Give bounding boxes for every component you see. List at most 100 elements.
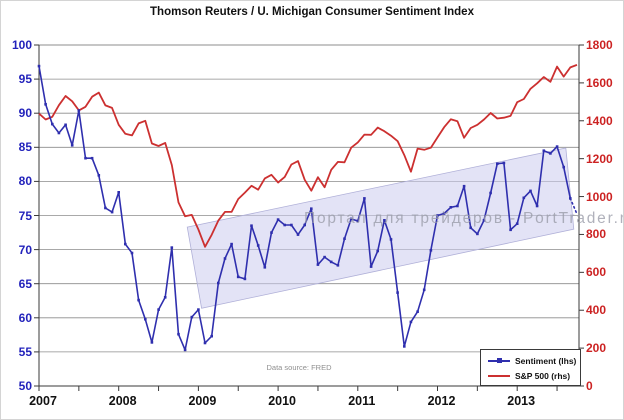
sentiment-marker <box>117 191 120 194</box>
sentiment-marker <box>276 218 280 221</box>
sentiment-marker <box>562 165 565 169</box>
sentiment-marker <box>509 228 512 232</box>
left-axis-tick-label: 55 <box>18 344 32 359</box>
sentiment-marker <box>489 191 492 195</box>
sentiment-line-dashed-tail <box>569 197 578 215</box>
right-axis-tick-label: 1600 <box>586 75 613 90</box>
sentiment-marker <box>349 217 353 221</box>
sentiment-marker <box>250 224 253 227</box>
sentiment-marker <box>163 296 167 299</box>
sentiment-marker <box>542 149 546 152</box>
right-axis-tick-label: 600 <box>586 265 607 280</box>
watermark: Портал для трейдеров - PortTrader.ru <box>304 210 624 227</box>
sentiment-marker <box>356 219 360 223</box>
sentiment-marker <box>203 341 207 345</box>
sentiment-marker <box>157 308 160 311</box>
sentiment-marker <box>97 174 101 177</box>
sentiment-marker <box>57 131 61 135</box>
legend-item-sp500: S&P 500 (rhs) <box>488 368 580 383</box>
sentiment-marker <box>409 320 413 324</box>
sentiment-marker <box>77 109 81 112</box>
sentiment-marker <box>90 156 94 160</box>
sentiment-marker <box>403 345 406 348</box>
data-source-note: Data source: FRED <box>266 363 332 372</box>
sentiment-marker <box>124 242 127 246</box>
left-axis-tick-label: 100 <box>11 38 32 52</box>
right-axis-tick-label: 1000 <box>586 189 613 204</box>
sentiment-marker <box>296 233 300 236</box>
sentiment-marker <box>569 197 572 200</box>
sentiment-marker <box>230 242 233 246</box>
sentiment-marker <box>502 161 506 165</box>
legend-label-sentiment: Sentiment (lhs) <box>515 355 577 366</box>
sentiment-marker <box>44 103 47 106</box>
sentiment-marker <box>290 223 293 227</box>
sentiment-marker <box>343 237 346 240</box>
right-axis-tick-label: 0 <box>586 379 593 393</box>
sentiment-marker <box>310 207 313 210</box>
left-axis-tick-label: 80 <box>18 174 32 189</box>
sentiment-marker <box>51 122 54 126</box>
x-axis-year-label: 2010 <box>268 394 296 408</box>
legend-label-sp500: S&P 500 (rhs) <box>515 370 571 381</box>
sentiment-marker <box>263 266 267 269</box>
sentiment-marker <box>70 144 74 147</box>
x-axis-year-label: 2007 <box>29 394 57 408</box>
sentiment-marker <box>482 219 486 222</box>
sentiment-marker <box>369 265 373 268</box>
sentiment-marker <box>496 162 499 165</box>
sentiment-marker <box>323 255 326 259</box>
sentiment-marker <box>316 263 320 266</box>
sentiment-marker <box>243 277 247 281</box>
sentiment-marker <box>469 226 472 230</box>
x-axis-year-label: 2009 <box>188 394 217 408</box>
sentiment-marker <box>456 204 459 208</box>
sentiment-marker <box>190 315 194 319</box>
sentiment-marker <box>515 222 519 225</box>
sentiment-marker <box>422 288 426 292</box>
sentiment-marker <box>376 249 379 253</box>
sentiment-marker <box>363 197 366 200</box>
sentiment-marker <box>150 341 154 344</box>
right-axis-tick-label: 800 <box>586 227 607 242</box>
sentiment-marker <box>329 260 333 264</box>
left-axis-tick-label: 65 <box>18 276 32 291</box>
left-axis-tick-label: 95 <box>18 72 32 87</box>
left-axis-tick-label: 60 <box>18 310 32 325</box>
left-axis-tick-label: 75 <box>18 208 32 223</box>
sentiment-marker <box>535 204 539 208</box>
sentiment-marker <box>210 334 213 338</box>
sentiment-marker <box>336 264 340 267</box>
sentiment-marker <box>130 251 134 255</box>
sentiment-marker <box>110 210 114 214</box>
sentiment-marker <box>429 249 433 252</box>
legend: Sentiment (lhs) S&P 500 (rhs) <box>480 349 581 386</box>
sentiment-marker <box>416 310 419 313</box>
sentiment-marker <box>555 145 559 148</box>
right-axis-tick-label: 1400 <box>586 113 613 128</box>
left-axis-tick-label: 50 <box>18 379 32 393</box>
sentiment-marker <box>256 244 260 247</box>
sentiment-marker <box>436 214 439 217</box>
x-axis-year-label: 2013 <box>507 394 536 408</box>
sentiment-marker <box>64 123 67 127</box>
sentiment-marker <box>449 206 453 209</box>
sentiment-marker <box>137 298 140 302</box>
sentiment-marker <box>270 231 273 234</box>
chart-title: Thomson Reuters / U. Michigan Consumer S… <box>150 6 474 18</box>
sentiment-marker <box>170 246 174 249</box>
sentiment-marker <box>389 238 393 241</box>
sentiment-marker <box>303 223 306 227</box>
x-axis-year-label: 2011 <box>348 394 376 408</box>
sentiment-marker <box>462 184 466 188</box>
sp500-line-swatch <box>488 372 510 379</box>
left-axis-tick-label: 70 <box>18 242 32 257</box>
sentiment-marker <box>236 275 240 279</box>
right-axis-tick-label: 400 <box>586 303 607 318</box>
right-axis-tick-label: 1200 <box>586 151 613 166</box>
sentiment-marker <box>144 317 147 321</box>
sp500-line <box>38 64 578 248</box>
trend-channel <box>186 147 575 309</box>
sentiment-marker <box>223 257 227 260</box>
